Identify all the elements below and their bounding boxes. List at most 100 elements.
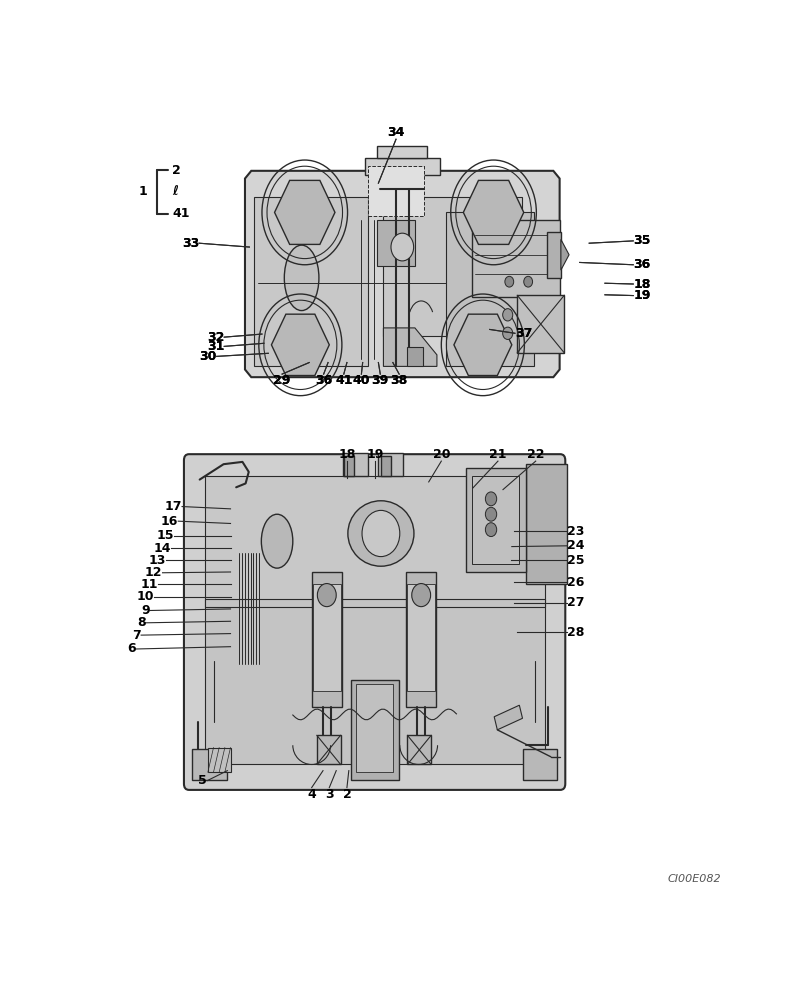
Polygon shape (271, 314, 329, 376)
Text: 41: 41 (335, 374, 352, 387)
Bar (376, 220, 414, 266)
Text: 33: 33 (182, 237, 199, 250)
Text: 31: 31 (207, 340, 224, 353)
Bar (407, 584, 435, 691)
FancyBboxPatch shape (184, 454, 564, 790)
Text: 34: 34 (387, 126, 404, 139)
Text: 10: 10 (136, 590, 153, 603)
Text: 41: 41 (172, 207, 189, 220)
Polygon shape (463, 180, 523, 244)
Text: 15: 15 (157, 529, 174, 542)
Text: 30: 30 (199, 350, 217, 363)
Text: 19: 19 (633, 289, 650, 302)
Text: 36: 36 (633, 258, 650, 271)
Text: 33: 33 (182, 237, 199, 250)
Text: 21: 21 (488, 448, 506, 461)
Text: CI00E082: CI00E082 (667, 874, 720, 884)
Text: 22: 22 (526, 448, 544, 461)
Bar (471, 476, 519, 564)
Bar (466, 468, 525, 572)
Text: 19: 19 (633, 289, 650, 302)
Circle shape (485, 492, 496, 506)
Text: 2: 2 (342, 788, 351, 801)
Bar (311, 572, 341, 707)
Circle shape (362, 510, 399, 557)
Bar (547, 232, 560, 278)
Bar (406, 572, 436, 707)
Text: 39: 39 (371, 374, 388, 387)
Bar (254, 182, 550, 366)
Text: 39: 39 (371, 374, 388, 387)
Bar (204, 476, 544, 607)
Bar (517, 295, 564, 353)
Text: 31: 31 (207, 340, 224, 353)
Text: 1: 1 (139, 185, 148, 198)
Circle shape (502, 309, 512, 321)
Bar (355, 684, 393, 772)
Text: 29: 29 (273, 374, 290, 387)
Bar (407, 735, 431, 764)
Text: 25: 25 (566, 554, 584, 567)
Text: 38: 38 (390, 374, 407, 387)
Text: 18: 18 (633, 278, 650, 291)
Circle shape (502, 327, 512, 339)
Text: 35: 35 (633, 234, 650, 247)
Text: 4: 4 (307, 788, 315, 801)
Polygon shape (453, 314, 511, 376)
Circle shape (317, 584, 336, 607)
Text: 23: 23 (566, 525, 584, 538)
Text: 8: 8 (137, 616, 145, 629)
Text: 13: 13 (148, 554, 166, 567)
Polygon shape (274, 180, 335, 244)
Bar (343, 453, 368, 476)
Text: 38: 38 (390, 374, 407, 387)
Text: 24: 24 (566, 539, 584, 552)
Text: 29: 29 (273, 374, 290, 387)
Text: 2: 2 (172, 164, 181, 177)
Polygon shape (245, 171, 559, 377)
Text: 36: 36 (315, 374, 332, 387)
Bar (344, 456, 354, 476)
Text: 16: 16 (161, 515, 178, 528)
Circle shape (391, 233, 413, 261)
Text: 28: 28 (566, 626, 584, 639)
Text: 35: 35 (633, 234, 650, 247)
Bar (364, 158, 440, 175)
Bar (471, 220, 559, 297)
Polygon shape (494, 705, 521, 730)
Text: 3: 3 (324, 788, 333, 801)
Bar (376, 146, 427, 158)
Text: 9: 9 (141, 604, 150, 617)
Text: ℓ: ℓ (172, 185, 178, 198)
Circle shape (523, 276, 532, 287)
Bar (208, 748, 230, 772)
Text: 6: 6 (127, 642, 136, 655)
Text: 32: 32 (207, 331, 224, 344)
Circle shape (485, 523, 496, 537)
Text: 17: 17 (165, 500, 182, 513)
Text: 12: 12 (145, 566, 162, 579)
Bar (521, 749, 556, 780)
Polygon shape (383, 328, 436, 366)
Text: 30: 30 (199, 350, 217, 363)
Text: 41: 41 (335, 374, 352, 387)
Text: 18: 18 (633, 278, 650, 291)
Polygon shape (560, 239, 569, 270)
Bar (316, 735, 341, 764)
Ellipse shape (261, 514, 293, 568)
Circle shape (504, 276, 513, 287)
Text: 26: 26 (566, 576, 584, 588)
Ellipse shape (347, 501, 414, 566)
Circle shape (485, 507, 496, 521)
Text: 36: 36 (315, 374, 332, 387)
Text: 11: 11 (140, 578, 158, 591)
Bar (367, 166, 424, 216)
Text: 18: 18 (338, 448, 355, 461)
Text: 27: 27 (566, 596, 584, 609)
Bar (446, 212, 534, 366)
Text: 14: 14 (153, 542, 170, 555)
Text: 7: 7 (132, 629, 141, 642)
Bar (377, 453, 402, 476)
Bar (192, 749, 226, 780)
Bar (254, 197, 367, 366)
